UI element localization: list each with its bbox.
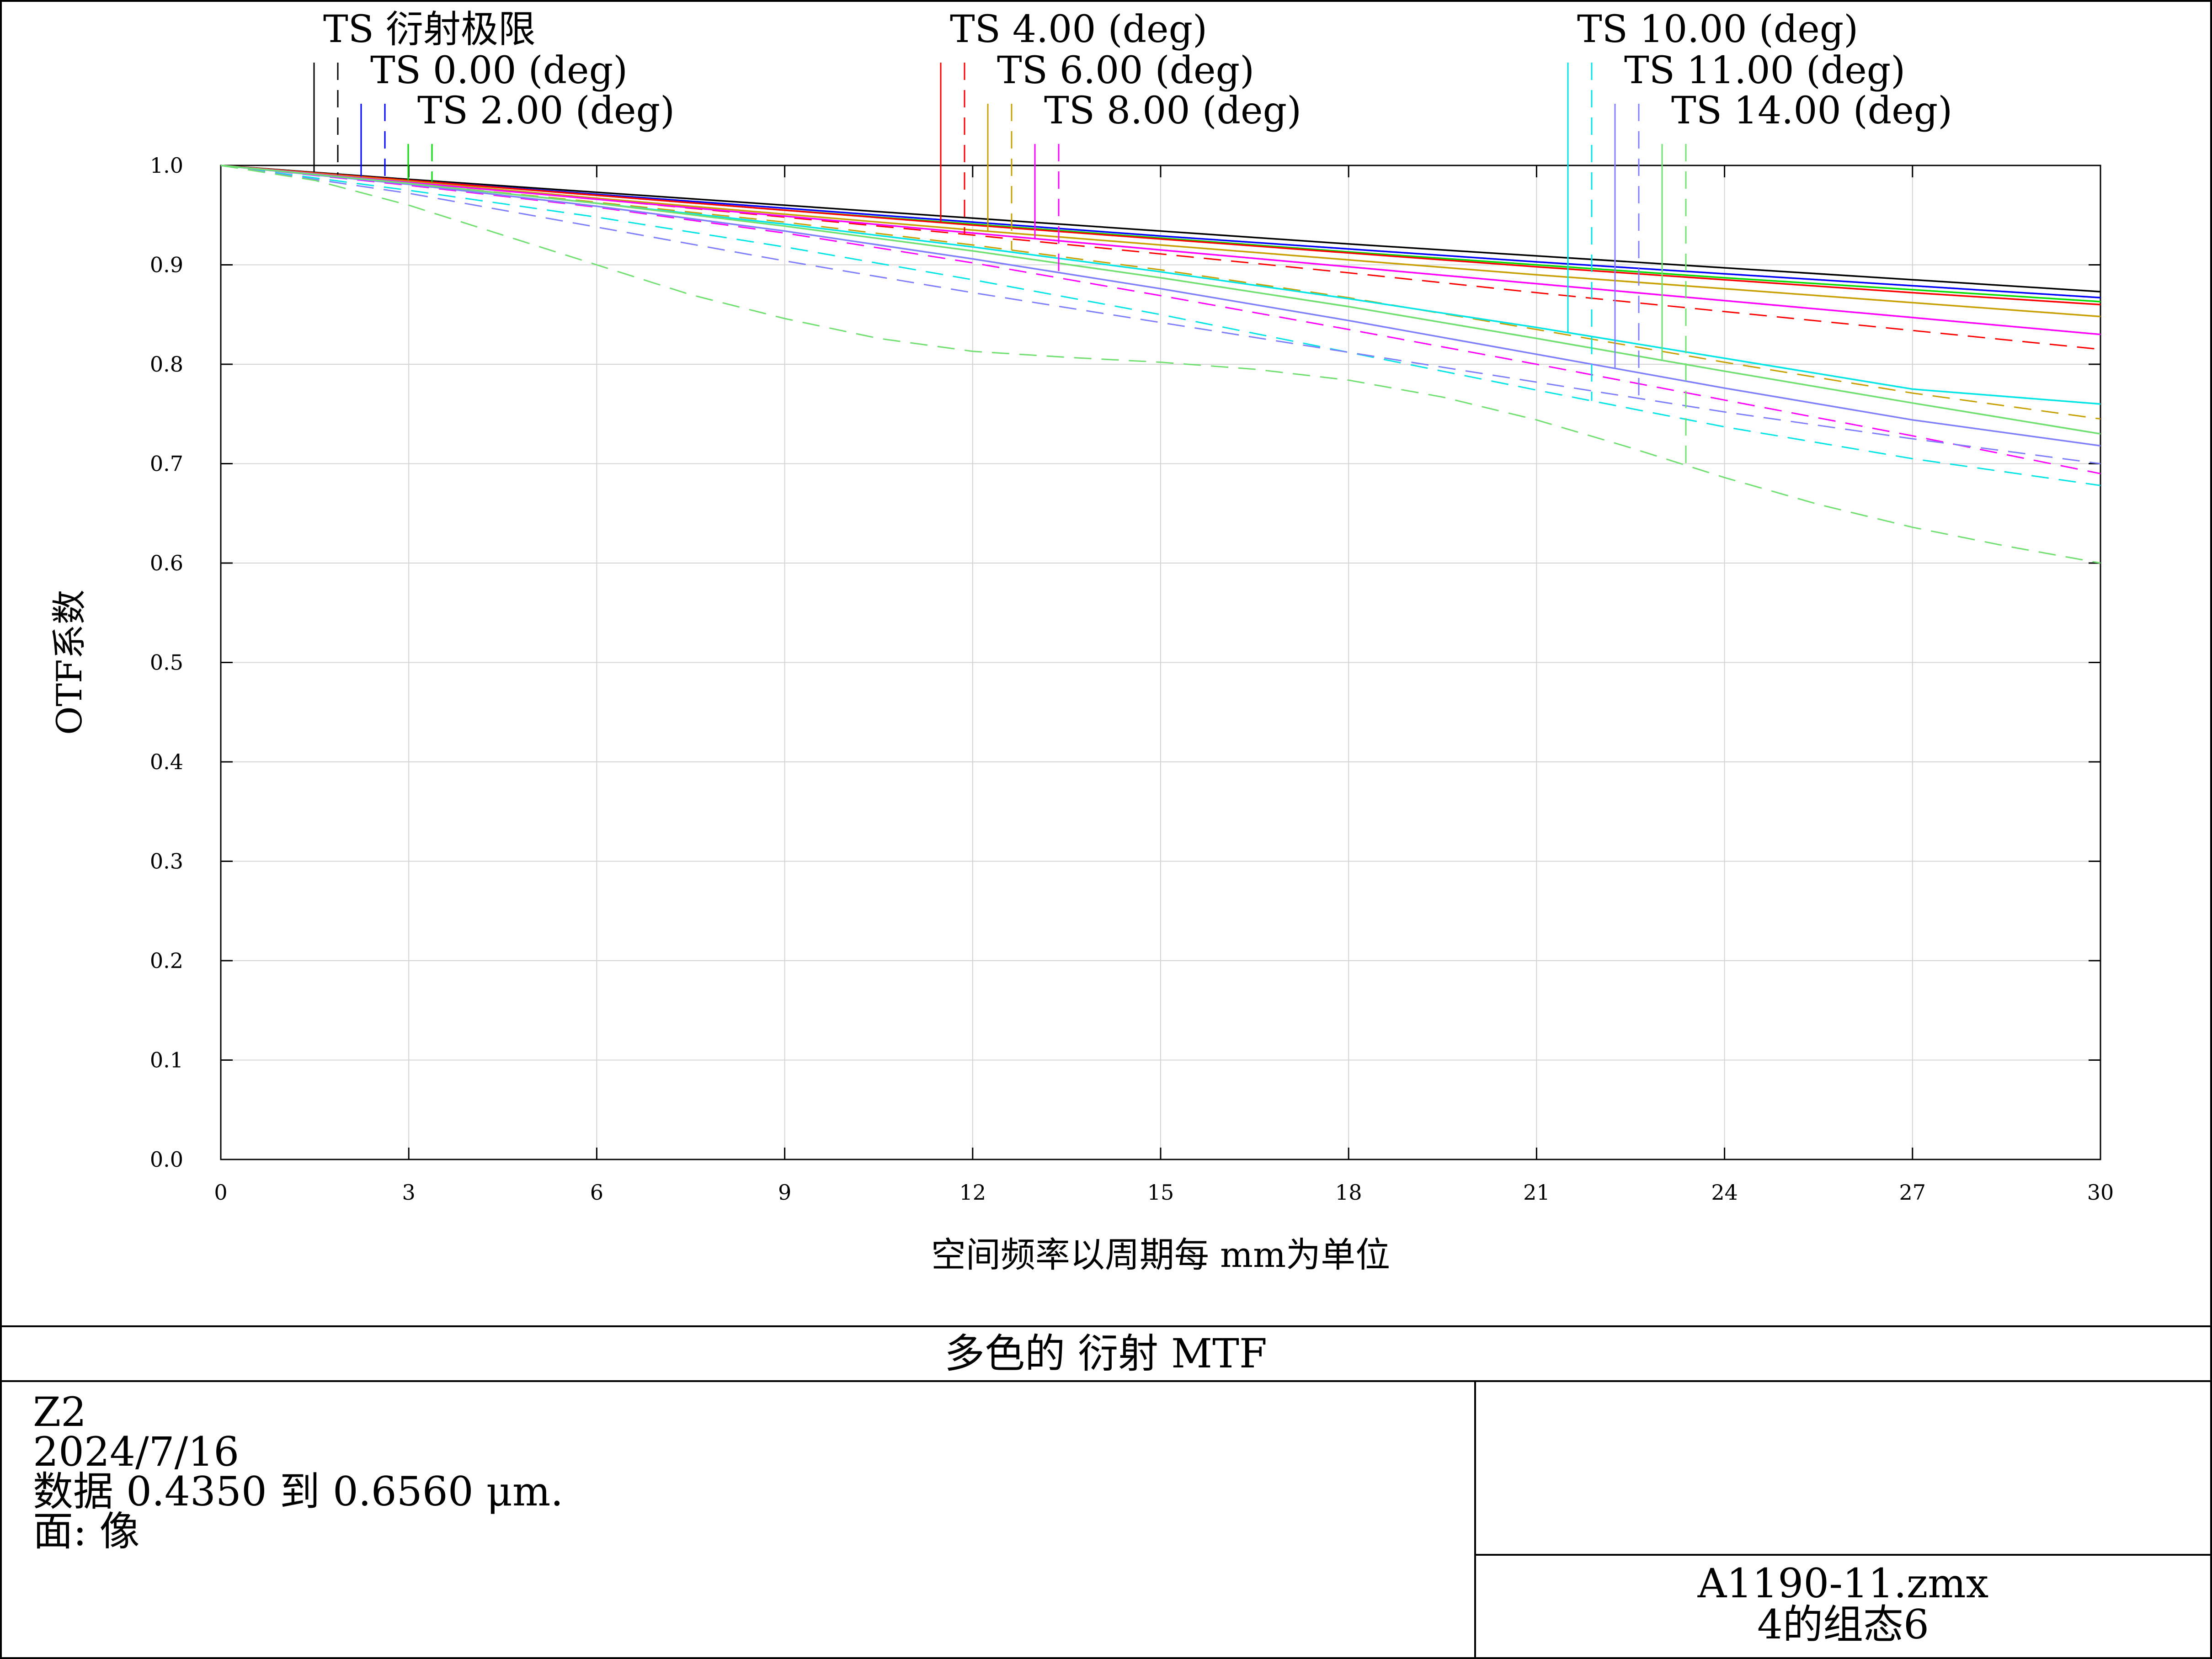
y-tick-label: 0.5 xyxy=(150,650,183,675)
x-tick-label: 6 xyxy=(590,1180,603,1205)
y-tick-label: 0.6 xyxy=(150,551,183,575)
y-axis-title: OTF系数 xyxy=(49,590,90,735)
y-tick-label: 0.3 xyxy=(150,849,183,874)
legend-label: TS 衍射极限 xyxy=(323,8,536,51)
series-line-0 xyxy=(220,165,2101,292)
series-line-10 xyxy=(220,165,2101,335)
series-line-13 xyxy=(220,165,2101,486)
y-tick-label: 0.2 xyxy=(150,948,183,973)
y-tick-label: 0.0 xyxy=(150,1147,183,1172)
x-tick-label: 15 xyxy=(1147,1180,1174,1205)
series-line-16 xyxy=(220,165,2101,435)
x-tick-label: 30 xyxy=(2087,1180,2114,1205)
y-tick-label: 0.1 xyxy=(150,1048,183,1073)
series-line-6 xyxy=(220,165,2101,306)
x-tick-label: 9 xyxy=(778,1180,791,1205)
y-tick-label: 1.0 xyxy=(150,153,183,178)
x-tick-label: 3 xyxy=(402,1180,416,1205)
footer-line-date: 2024/7/16 xyxy=(33,1428,239,1475)
series-line-17 xyxy=(220,165,2101,564)
y-tick-label: 0.9 xyxy=(150,253,183,277)
y-tick-label: 0.8 xyxy=(150,352,183,377)
series-line-8 xyxy=(220,165,2101,318)
x-tick-label: 18 xyxy=(1335,1180,1362,1205)
axis-ticks: 0 3 6 9 12 15 18 21 24 27 30 0.0 0.1 0.2 0.3 0.4 0.5 0.6 0… xyxy=(150,153,2114,1205)
footer: 多色的 衍射 MTF Z2 2024/7/16 数据 0.4350 到 0.65… xyxy=(1,1325,2211,1658)
legend-label: TS 2.00 (deg) xyxy=(417,89,675,133)
y-tick-label: 0.4 xyxy=(150,750,183,774)
series-line-11 xyxy=(220,165,2101,474)
legend-label: TS 4.00 (deg) xyxy=(950,8,1207,51)
x-tick-label: 12 xyxy=(959,1180,986,1205)
plot-area: 0 3 6 9 12 15 18 21 24 27 30 0.0 0.1 0.2 0.3 0.4 0.5 0.6 0… xyxy=(150,63,2114,1205)
footer-line-surface: 面: 像 xyxy=(33,1508,140,1555)
legend-label: TS 14.00 (deg) xyxy=(1671,89,1952,133)
chart-title: 多色的 衍射 MTF xyxy=(944,1330,1267,1377)
legend-label: TS 0.00 (deg) xyxy=(370,49,628,92)
series-lines xyxy=(220,165,2101,564)
legend-label: TS 8.00 (deg) xyxy=(1044,89,1301,133)
legend-label: TS 11.00 (deg) xyxy=(1624,49,1905,92)
legend-leaders xyxy=(313,63,1687,466)
footer-line-surface-name: Z2 xyxy=(33,1388,86,1436)
x-tick-label: 27 xyxy=(1899,1180,1926,1205)
x-tick-label: 24 xyxy=(1711,1180,1738,1205)
series-line-15 xyxy=(220,165,2101,464)
legend-label: TS 6.00 (deg) xyxy=(997,49,1254,92)
x-tick-label: 0 xyxy=(214,1180,227,1205)
footer-file-name: A1190-11.zmx xyxy=(1697,1560,1989,1607)
grid xyxy=(221,165,2100,1159)
y-tick-label: 0.7 xyxy=(150,452,183,476)
x-axis-title: 空间频率以周期每 mm为单位 xyxy=(931,1234,1390,1275)
series-line-14 xyxy=(220,165,2101,447)
x-tick-label: 21 xyxy=(1523,1180,1550,1205)
footer-config: 4的组态6 xyxy=(1757,1601,1929,1648)
footer-line-wavelength: 数据 0.4350 到 0.6560 μm. xyxy=(33,1468,563,1515)
legend-label: TS 10.00 (deg) xyxy=(1577,8,1858,51)
